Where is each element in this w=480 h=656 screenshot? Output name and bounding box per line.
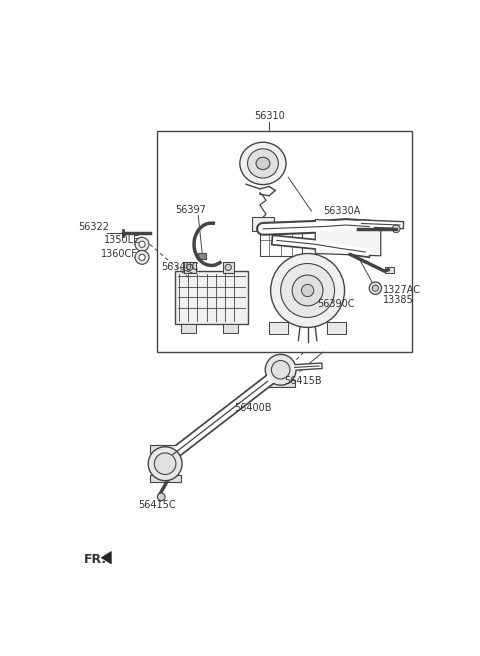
Circle shape	[271, 253, 345, 327]
Circle shape	[281, 264, 335, 318]
Circle shape	[301, 284, 314, 297]
Text: 13385: 13385	[383, 295, 414, 306]
Bar	[384, 266, 394, 273]
Circle shape	[369, 282, 382, 295]
Ellipse shape	[256, 157, 270, 170]
Bar	[252, 217, 274, 231]
Bar	[198, 253, 206, 259]
Text: FR.: FR.	[84, 553, 108, 565]
Circle shape	[187, 264, 193, 270]
Bar	[223, 262, 234, 273]
Polygon shape	[315, 220, 381, 256]
Circle shape	[372, 285, 378, 291]
Text: 1327AC: 1327AC	[383, 285, 421, 295]
Polygon shape	[101, 552, 111, 564]
Text: 1360CF: 1360CF	[101, 249, 138, 258]
Text: 56397: 56397	[175, 205, 206, 215]
Text: 56340C: 56340C	[161, 262, 199, 272]
Circle shape	[148, 447, 182, 481]
Bar	[267, 380, 295, 388]
Circle shape	[271, 361, 290, 379]
Bar	[269, 322, 288, 334]
Circle shape	[157, 493, 165, 501]
Ellipse shape	[248, 149, 278, 178]
Bar	[327, 322, 346, 334]
Bar	[157, 131, 411, 352]
Text: 1350LE: 1350LE	[104, 236, 140, 245]
Bar	[223, 323, 238, 333]
Text: 56390C: 56390C	[317, 299, 354, 310]
Text: 56415B: 56415B	[285, 377, 322, 386]
Bar	[180, 323, 196, 333]
Text: 56330A: 56330A	[323, 206, 360, 216]
Bar	[150, 445, 180, 453]
Circle shape	[139, 255, 145, 260]
Text: 56310: 56310	[254, 111, 285, 121]
Text: 56322: 56322	[78, 222, 109, 232]
Bar	[260, 225, 302, 256]
Circle shape	[292, 275, 323, 306]
Bar	[184, 262, 196, 273]
Text: 56415C: 56415C	[138, 499, 176, 510]
Circle shape	[135, 237, 149, 251]
Text: 56400B: 56400B	[234, 403, 272, 413]
Circle shape	[135, 251, 149, 264]
Circle shape	[139, 241, 145, 247]
Circle shape	[225, 264, 231, 270]
Circle shape	[155, 453, 176, 474]
Bar	[150, 474, 180, 482]
Ellipse shape	[240, 142, 286, 184]
Circle shape	[392, 225, 400, 233]
Bar	[175, 271, 248, 323]
Circle shape	[259, 159, 267, 167]
Circle shape	[265, 354, 296, 385]
